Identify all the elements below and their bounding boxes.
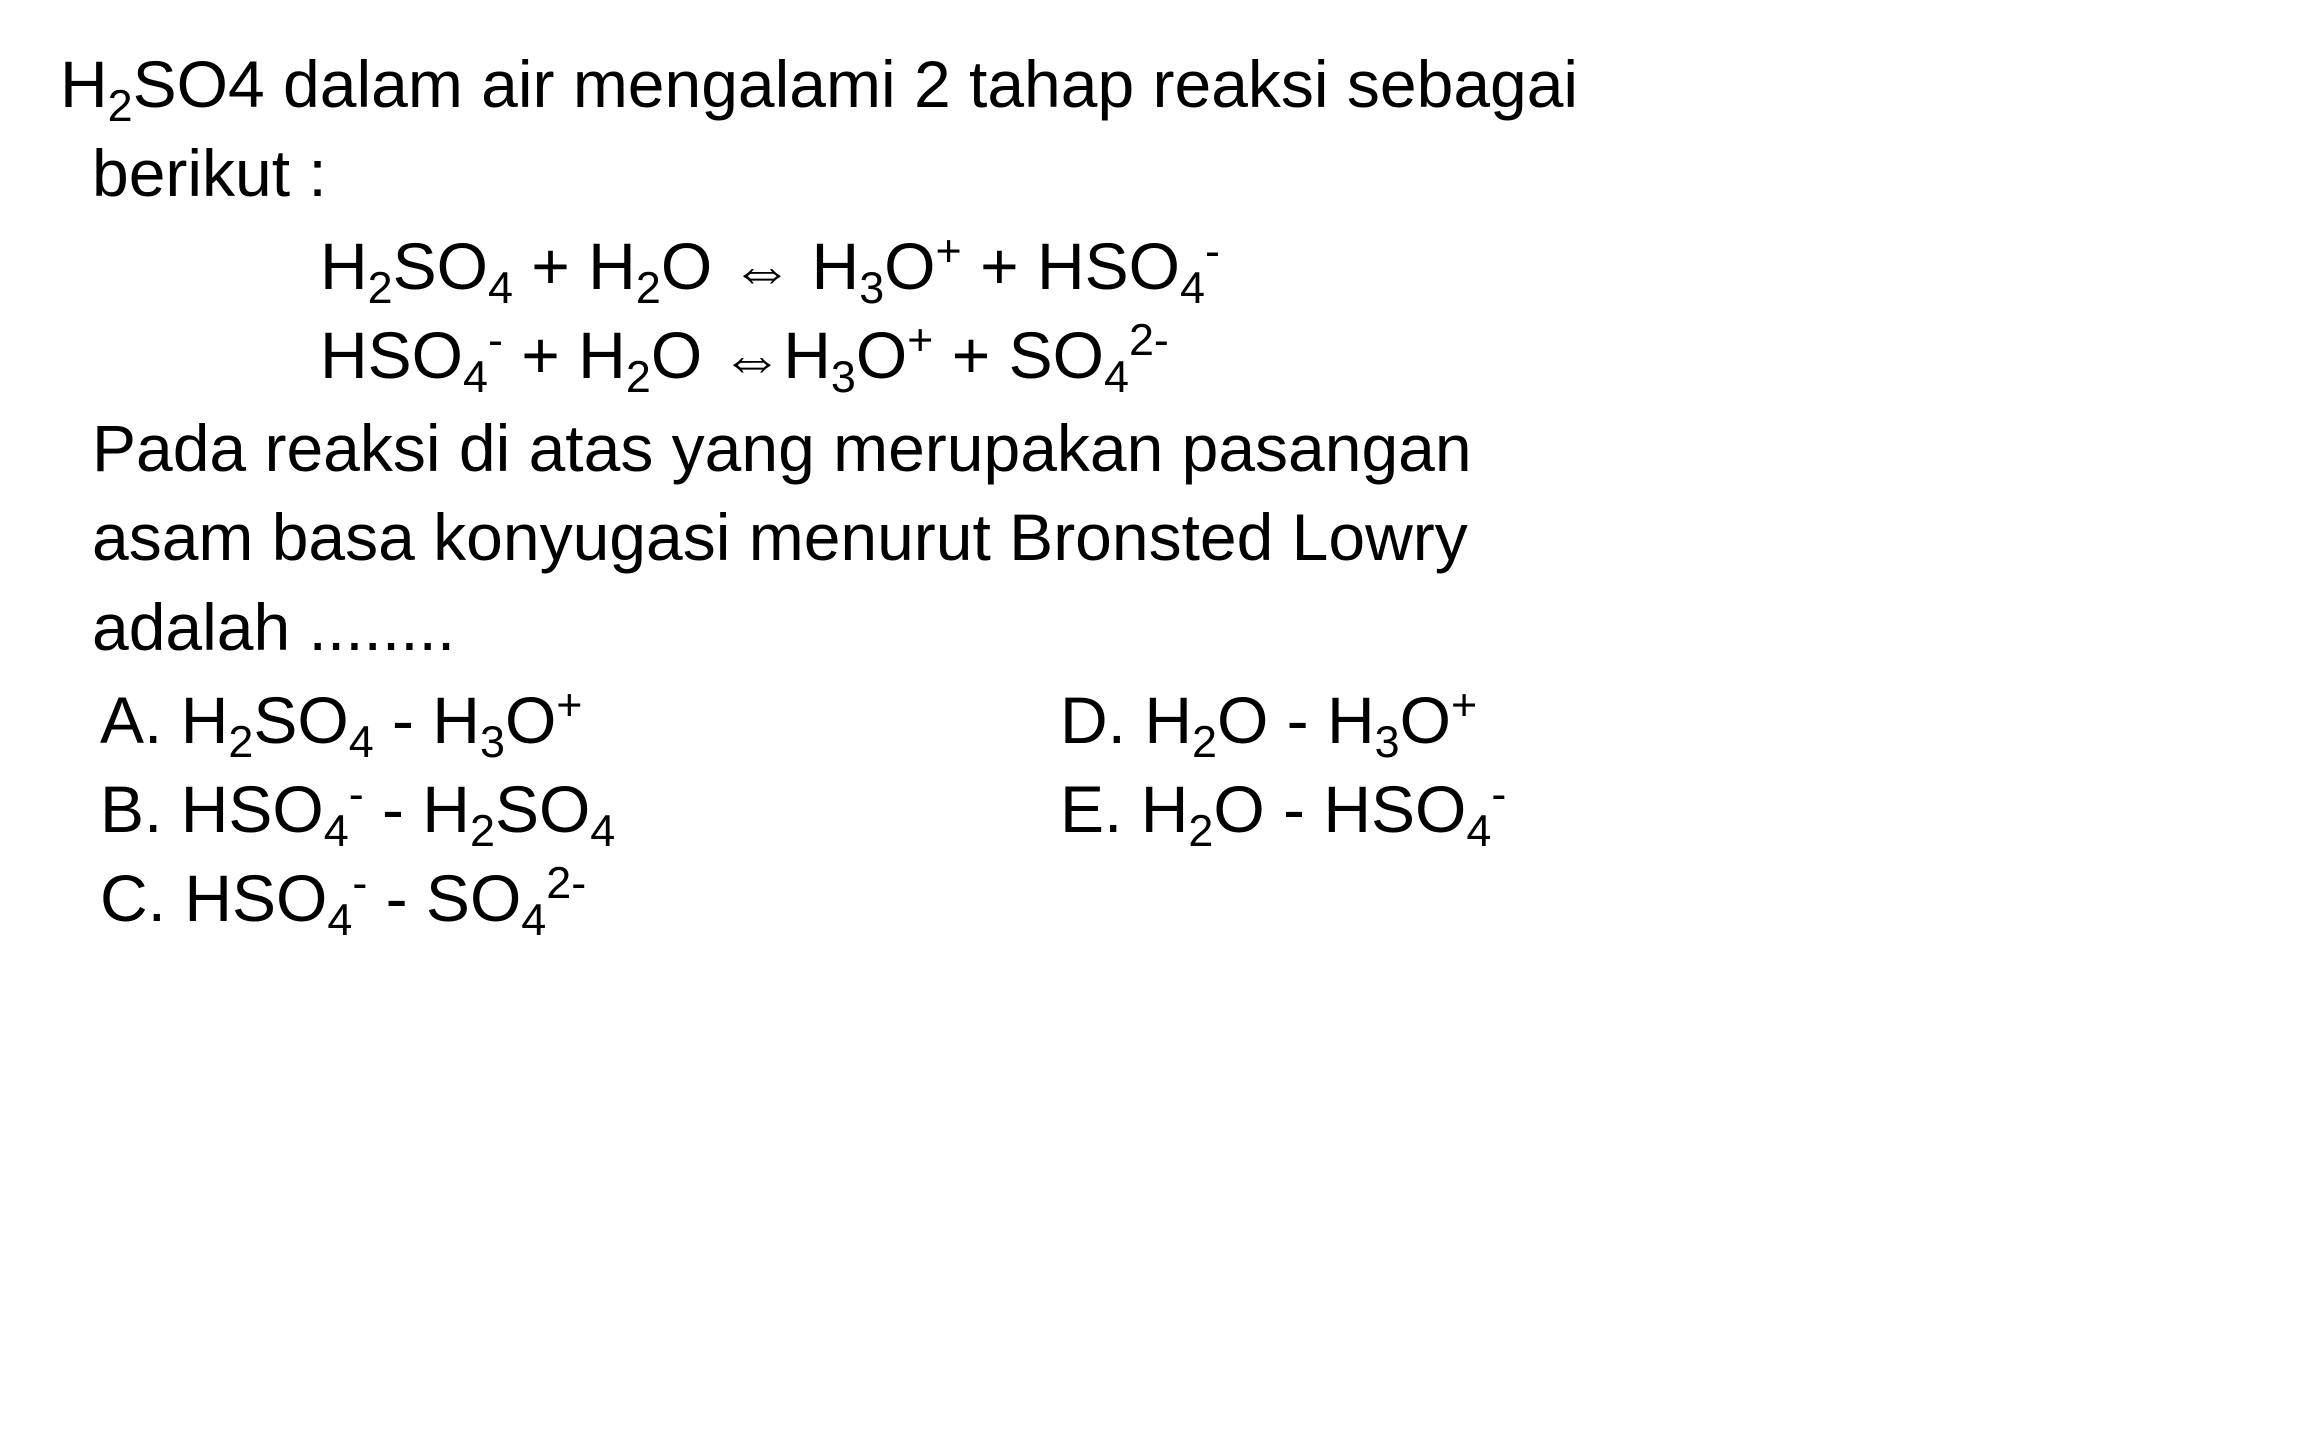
intro-text: H2SO4 dalam air mengalami 2 tahap reaksi… xyxy=(60,40,2257,218)
subscript: 2 xyxy=(368,262,393,313)
text: B. HSO xyxy=(100,772,324,846)
superscript: 2- xyxy=(546,857,586,908)
text: E. H xyxy=(1060,772,1188,846)
subscript: 4 xyxy=(1466,805,1491,856)
equilibrium-arrow-icon: ⇔ xyxy=(721,317,784,402)
subscript: 4 xyxy=(327,894,352,945)
subscript: 2 xyxy=(108,80,133,131)
subscript: 2 xyxy=(1188,805,1213,856)
superscript: + xyxy=(936,225,962,276)
text: + H xyxy=(503,318,626,392)
options-column-right: D. H2O - H3O+ E. H2O - HSO4- xyxy=(1060,676,2257,943)
text: SO xyxy=(495,772,590,846)
subscript: 2 xyxy=(228,716,253,767)
subscript: 3 xyxy=(859,262,884,313)
superscript: - xyxy=(1491,768,1506,819)
subscript: 4 xyxy=(488,262,513,313)
text: O xyxy=(651,318,721,392)
stem-line-3: adalah ........ xyxy=(92,583,2257,672)
subscript: 3 xyxy=(831,351,856,402)
superscript: - xyxy=(1205,225,1220,276)
subscript: 4 xyxy=(349,716,374,767)
equations-block: H2SO4 + H2O ⇔ H3O+ + HSO4- HSO4- + H2O ⇔… xyxy=(60,222,2257,400)
equation-1: H2SO4 + H2O ⇔ H3O+ + HSO4- xyxy=(320,222,2257,311)
subscript: 2 xyxy=(636,262,661,313)
option-d[interactable]: D. H2O - H3O+ xyxy=(1060,676,2257,765)
subscript: 2 xyxy=(1192,716,1217,767)
text: C. HSO xyxy=(100,861,327,935)
text: O xyxy=(505,683,556,757)
subscript: 4 xyxy=(1104,351,1129,402)
option-e[interactable]: E. H2O - HSO4- xyxy=(1060,765,2257,854)
superscript: + xyxy=(556,679,582,730)
superscript: - xyxy=(488,314,503,365)
subscript: 4 xyxy=(521,894,546,945)
text: O - HSO xyxy=(1213,772,1466,846)
text: SO xyxy=(253,683,348,757)
equation-2: HSO4- + H2O ⇔H3O+ + SO42- xyxy=(320,311,2257,400)
superscript: - xyxy=(352,857,367,908)
text: O xyxy=(884,229,935,303)
question-block: H2SO4 dalam air mengalami 2 tahap reaksi… xyxy=(0,0,2317,983)
text: - H xyxy=(364,772,470,846)
text: H xyxy=(783,318,831,392)
stem-line-2: asam basa konyugasi menurut Bronsted Low… xyxy=(92,493,2257,582)
text: HSO xyxy=(320,318,463,392)
subscript: 3 xyxy=(1375,716,1400,767)
intro-line1: H2SO4 dalam air mengalami 2 tahap reaksi… xyxy=(60,47,1578,121)
option-c[interactable]: C. HSO4- - SO42- xyxy=(100,854,1060,943)
text: - H xyxy=(374,683,480,757)
text: O xyxy=(856,318,907,392)
superscript: 2- xyxy=(1129,314,1169,365)
text: O - H xyxy=(1217,683,1375,757)
option-a[interactable]: A. H2SO4 - H3O+ xyxy=(100,676,1060,765)
text: A. H xyxy=(100,683,228,757)
superscript: + xyxy=(907,314,933,365)
text: H xyxy=(793,229,859,303)
equilibrium-arrow-icon: ⇔ xyxy=(731,228,794,313)
text: O xyxy=(661,229,731,303)
options-column-left: A. H2SO4 - H3O+ B. HSO4- - H2SO4 C. HSO4… xyxy=(60,676,1060,943)
text: + H xyxy=(513,229,636,303)
text: + HSO xyxy=(962,229,1180,303)
text: H xyxy=(320,229,368,303)
subscript: 4 xyxy=(324,805,349,856)
subscript: 4 xyxy=(590,805,615,856)
subscript: 2 xyxy=(626,351,651,402)
subscript: 2 xyxy=(470,805,495,856)
text: D. H xyxy=(1060,683,1192,757)
text: + SO xyxy=(933,318,1104,392)
text: SO4 dalam air mengalami 2 tahap reaksi s… xyxy=(133,47,1578,121)
subscript: 3 xyxy=(480,716,505,767)
answer-options: A. H2SO4 - H3O+ B. HSO4- - H2SO4 C. HSO4… xyxy=(60,676,2257,943)
text: H xyxy=(60,47,108,121)
text: O xyxy=(1400,683,1451,757)
superscript: - xyxy=(349,768,364,819)
subscript: 4 xyxy=(463,351,488,402)
superscript: + xyxy=(1451,679,1477,730)
stem-line-1: Pada reaksi di atas yang merupakan pasan… xyxy=(92,404,2257,493)
intro-line2: berikut : xyxy=(60,129,2257,218)
text: SO xyxy=(393,229,488,303)
text: - SO xyxy=(367,861,521,935)
subscript: 4 xyxy=(1180,262,1205,313)
option-b[interactable]: B. HSO4- - H2SO4 xyxy=(100,765,1060,854)
question-stem: Pada reaksi di atas yang merupakan pasan… xyxy=(60,404,2257,671)
